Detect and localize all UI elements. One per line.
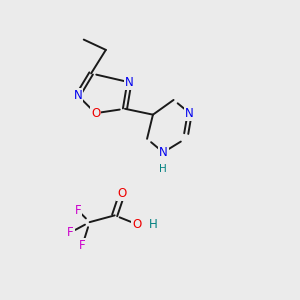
Text: H: H (159, 164, 167, 173)
Text: H: H (148, 218, 157, 231)
Text: F: F (79, 239, 86, 252)
Text: O: O (117, 187, 127, 200)
Text: N: N (159, 146, 168, 159)
Text: N: N (185, 107, 194, 120)
Text: F: F (74, 204, 81, 217)
Text: N: N (125, 76, 134, 89)
Text: O: O (91, 107, 100, 120)
Text: N: N (74, 89, 82, 102)
Text: O: O (132, 218, 141, 231)
Text: F: F (67, 226, 74, 239)
